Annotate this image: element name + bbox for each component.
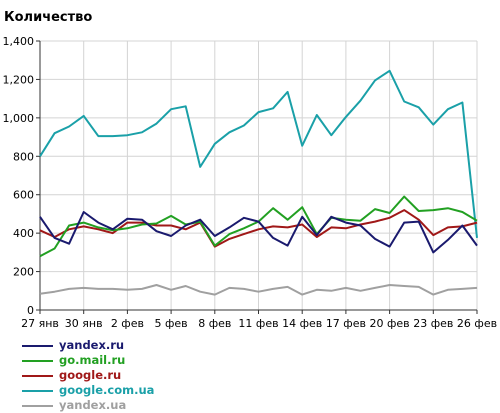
- x-tick-label: 8 фев: [198, 317, 231, 330]
- y-tick-label: 200: [13, 266, 34, 279]
- legend-swatch: [22, 389, 53, 392]
- y-tick-label: 1,200: [3, 73, 35, 86]
- legend-item: yandex.ru: [22, 338, 154, 353]
- series-line-google-com-ua: [39, 69, 478, 239]
- y-tick-label: 400: [13, 227, 34, 240]
- chart-title: Количество: [4, 10, 92, 25]
- legend-label: google.ru: [59, 368, 122, 382]
- x-tick-label: 27 янв: [21, 317, 59, 330]
- y-tick-label: 1,400: [3, 35, 35, 48]
- y-tick-label: 600: [13, 189, 34, 202]
- legend-label: yandex.ua: [59, 398, 127, 412]
- y-tick-label: 800: [13, 150, 34, 163]
- x-tick-label: 26 фев: [457, 317, 497, 330]
- legend-item: go.mail.ru: [22, 353, 154, 368]
- x-tick-label: 17 фев: [326, 317, 366, 330]
- legend: yandex.ru go.mail.ru google.ru google.com.u…: [22, 338, 154, 413]
- legend-item: google.ru: [22, 368, 154, 383]
- series-line-google-ru: [39, 209, 478, 248]
- legend-swatch: [22, 359, 53, 362]
- legend-label: google.com.ua: [59, 383, 155, 397]
- series-lines: [39, 69, 478, 296]
- x-tick-label: 2 фев: [111, 317, 144, 330]
- axes: 0 200 400 600 800 1,000 1,200 1,400 27 янв 30 янв…: [3, 35, 498, 330]
- legend-label: yandex.ru: [59, 338, 125, 352]
- legend-label: go.mail.ru: [59, 353, 126, 367]
- legend-swatch: [22, 344, 53, 347]
- y-tick-label: 0: [27, 304, 34, 317]
- x-tick-label: 11 фев: [238, 317, 278, 330]
- y-tick-label: 1,000: [3, 112, 35, 125]
- legend-item: yandex.ua: [22, 398, 154, 413]
- legend-swatch: [22, 374, 53, 377]
- x-tick-label: 5 фев: [155, 317, 188, 330]
- series-line-yandex-ua: [39, 284, 478, 296]
- legend-swatch: [22, 404, 53, 407]
- x-tick-label: 23 фев: [413, 317, 453, 330]
- legend-item: google.com.ua: [22, 383, 154, 398]
- x-tick-label: 30 янв: [65, 317, 103, 330]
- series-line-yandex-ru: [39, 211, 478, 254]
- grid: [40, 40, 478, 310]
- x-tick-label: 14 фев: [282, 317, 322, 330]
- x-tick-label: 20 фев: [370, 317, 410, 330]
